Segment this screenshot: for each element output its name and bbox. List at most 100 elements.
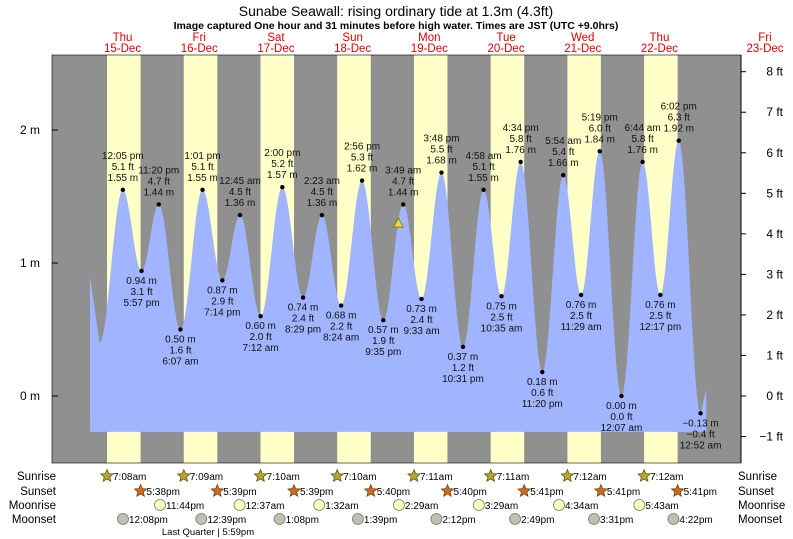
low-tide-label-ft: 1.2 ft [452, 363, 474, 374]
right-axis-tick-label: 3 ft [766, 267, 783, 281]
high-tide-point [319, 212, 325, 218]
low-tide-label-time: 12:17 pm [640, 322, 682, 333]
low-tide-label-m: 0.73 m [406, 304, 437, 315]
sunrise-icon [637, 468, 652, 483]
high-tide-label-m: 1.92 m [663, 124, 694, 135]
sunrise-time: 7:08am [113, 472, 146, 483]
sunrise-icon [330, 468, 345, 483]
low-tide-point [419, 296, 424, 302]
moonrise-time: 12:37am [246, 501, 285, 512]
low-tide-point [220, 278, 225, 283]
sunset-row-label-left: Sunset [20, 486, 57, 498]
high-tide-point [237, 212, 243, 218]
moonrise-icon [472, 499, 485, 511]
moonrise-time: 3:29am [485, 501, 518, 512]
low-tide-point [139, 268, 144, 274]
moonrise-time: 2:29am [405, 501, 438, 512]
high-tide-label-time: 2:56 pm [344, 142, 380, 153]
day-date-label: 15-Dec [104, 43, 141, 55]
sunset-time: 5:41pm [607, 487, 640, 498]
moonrise-time: 11:44pm [166, 501, 204, 512]
moonset-icon [273, 513, 286, 525]
high-tide-label-m: 1.44 m [388, 187, 419, 198]
high-tide-label-time: 2:00 pm [264, 148, 300, 159]
high-tide-label-time: 1:01 pm [184, 151, 220, 162]
sunrise-time: 7:12am [650, 472, 683, 483]
sunset-icon [286, 483, 302, 498]
low-tide-label-m: 0.37 m [448, 352, 479, 363]
low-tide-label-m: 0.76 m [645, 300, 676, 311]
moonset-icon [117, 513, 129, 525]
low-tide-label-m: 0.76 m [566, 300, 597, 311]
moonset-icon [430, 513, 443, 525]
left-axis-tick-label: 1 m [20, 256, 40, 270]
low-tide-label-ft: 2.5 ft [490, 312, 512, 323]
sunset-time: 5:40pm [453, 487, 486, 498]
day-name-label: Fri [193, 32, 206, 44]
sunrise-row-label-left: Sunrise [17, 471, 56, 483]
low-tide-label-time: 8:29 pm [285, 325, 321, 336]
sunrise-time: 7:09am [190, 472, 223, 483]
high-tide-label-m: 1.36 m [307, 198, 338, 209]
high-tide-label-time: 11:20 pm [138, 165, 179, 176]
high-tide-label-m: 1.68 m [426, 156, 457, 167]
low-tide-label-ft: 2.5 ft [649, 311, 671, 322]
high-tide-label-m: 1.55 m [187, 173, 218, 184]
low-tide-label-ft: 2.4 ft [292, 314, 314, 325]
day-date-label: 18-Dec [334, 43, 371, 55]
day-date-label: 21-Dec [564, 43, 601, 55]
low-tide-label-ft: −0.4 ft [687, 429, 715, 440]
chart-subtitle: Image captured One hour and 31 minutes b… [174, 20, 619, 32]
low-tide-label-m: 0.75 m [486, 301, 517, 312]
right-axis-tick-label: 6 ft [766, 146, 783, 160]
moonset-icon [195, 513, 208, 525]
high-tide-label-ft: 4.7 ft [148, 176, 170, 187]
low-tide-label-ft: 2.5 ft [570, 311, 592, 322]
low-tide-point [178, 327, 183, 332]
day-name-label: Thu [113, 32, 133, 44]
low-tide-label-time: 12:52 am [680, 440, 722, 451]
high-tide-label-ft: 5.3 ft [351, 153, 373, 164]
moonset-row-label-right: Moonset [738, 514, 783, 526]
day-name-label: Mon [418, 32, 440, 44]
moonset-time: 12:08pm [129, 515, 168, 526]
sunrise-row-label-right: Sunrise [738, 471, 777, 483]
low-tide-label-m: 0.57 m [368, 325, 399, 336]
high-tide-label-m: 1.62 m [347, 164, 378, 175]
moonset-time: 1:39pm [364, 515, 397, 526]
high-tide-label-time: 6:44 am [625, 123, 661, 134]
sunset-row-label-right: Sunset [738, 486, 775, 498]
sunrise-time: 7:10am [267, 472, 300, 483]
sunset-icon [210, 483, 225, 498]
moonrise-icon [633, 499, 646, 511]
high-tide-point [120, 187, 126, 193]
low-tide-label-time: 5:57 pm [123, 298, 159, 309]
high-tide-label-ft: 6.0 ft [589, 123, 611, 134]
sunset-icon [363, 483, 378, 498]
sunrise-icon [406, 468, 421, 483]
sunset-time: 5:41pm [684, 487, 717, 498]
low-tide-point [499, 294, 504, 299]
low-tide-point [338, 303, 344, 308]
moon-phase-label: Last Quarter | 5:59pm [162, 527, 254, 538]
sunrise-icon [99, 468, 115, 483]
day-name-label: Thu [650, 32, 670, 44]
sunrise-icon [176, 468, 191, 483]
high-tide-point [597, 149, 602, 154]
day-date-label: 19-Dec [411, 43, 448, 55]
low-tide-label-ft: 0.6 ft [531, 388, 553, 399]
high-tide-point [200, 187, 205, 193]
high-tide-label-time: 5:54 am [545, 136, 581, 147]
moonrise-row-label-left: Moonrise [9, 500, 56, 512]
low-tide-label-m: 0.00 m [606, 401, 637, 412]
high-tide-label-m: 1.55 m [108, 173, 139, 184]
high-tide-label-time: 4:58 am [466, 151, 502, 162]
high-tide-label-m: 1.76 m [505, 145, 536, 156]
high-tide-label-time: 4:34 pm [503, 123, 539, 134]
low-tide-label-ft: 3.1 ft [130, 287, 152, 298]
high-tide-label-time: 5:19 pm [582, 112, 618, 123]
day-name-label: Tue [496, 32, 515, 44]
high-tide-label-ft: 4.5 ft [229, 187, 251, 198]
high-tide-label-ft: 4.7 ft [392, 176, 414, 187]
